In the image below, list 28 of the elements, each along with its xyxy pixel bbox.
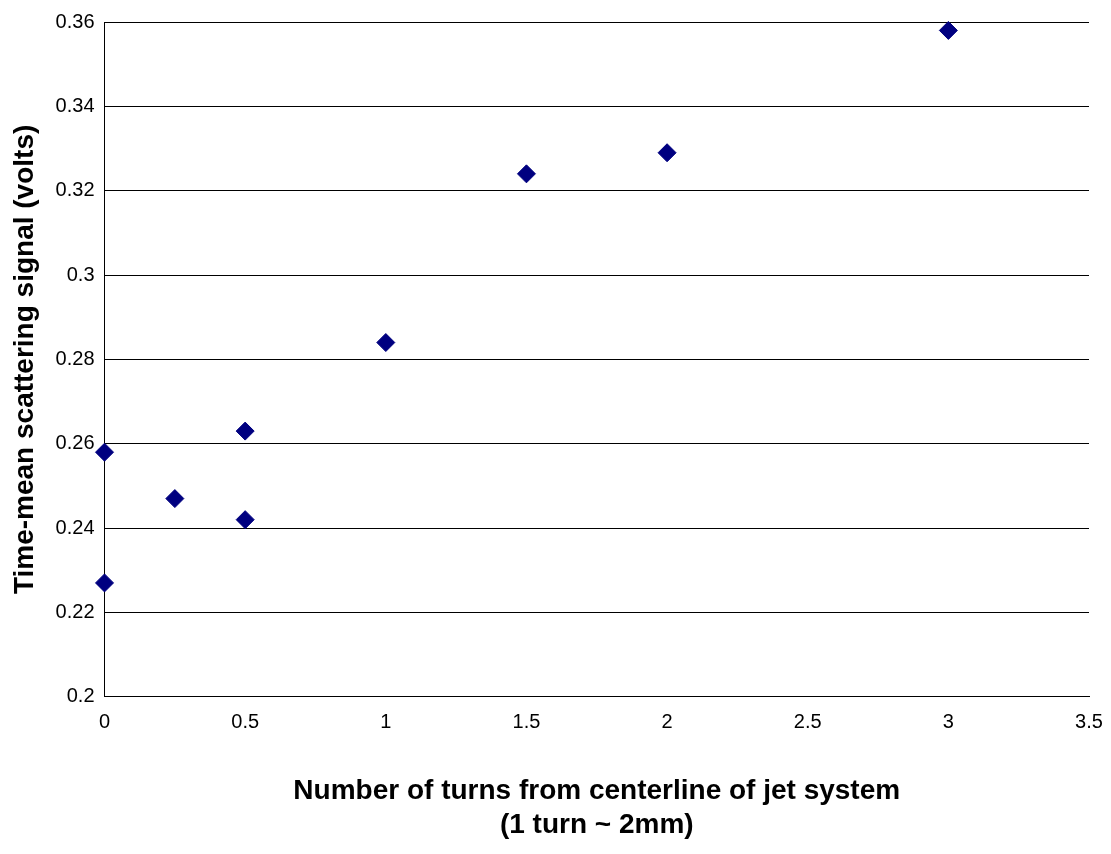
y-tick-label: 0.26	[55, 431, 95, 454]
point	[235, 510, 255, 530]
x-tick-label: 3.5	[1075, 710, 1103, 733]
y-tick-label: 0.3	[66, 262, 95, 285]
y-tick-label: 0.2	[66, 684, 95, 707]
y-tick-label: 0.24	[55, 515, 95, 538]
point	[516, 164, 536, 184]
y-tick-label: 0.28	[55, 346, 95, 369]
x-axis-title: Number of turns from centerline of jet system (1 turn ~ 2mm)	[293, 774, 901, 839]
point	[95, 442, 115, 462]
x-tick-label: 3	[942, 710, 954, 733]
y-tick-label: 0.36	[55, 9, 95, 32]
y-tick-label: 0.34	[55, 93, 95, 116]
point	[376, 333, 396, 353]
y-axis-title: Time-mean scattering signal (volts)	[7, 124, 39, 595]
point	[235, 421, 255, 441]
x-tick-label: 0	[98, 710, 111, 733]
point	[657, 143, 677, 163]
point	[95, 573, 115, 593]
point	[938, 20, 958, 40]
x-tick-label: 1	[380, 710, 392, 733]
x-tick-label: 2.5	[793, 710, 822, 733]
x-tick-label: 2	[661, 710, 673, 733]
x-tick-label: 1.5	[512, 710, 541, 733]
y-tick-label: 0.22	[55, 599, 95, 622]
y-tick-label: 0.32	[55, 178, 95, 201]
point	[165, 489, 185, 509]
x-tick-label: 0.5	[231, 710, 260, 733]
